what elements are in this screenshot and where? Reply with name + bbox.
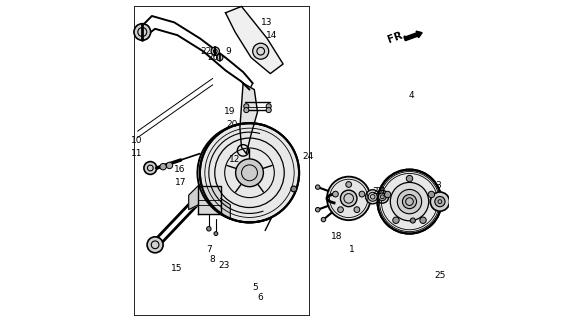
Circle shape [338, 207, 343, 212]
Polygon shape [225, 6, 283, 74]
Text: 2: 2 [372, 188, 378, 196]
Circle shape [346, 181, 351, 187]
Text: 7: 7 [206, 245, 212, 254]
FancyArrow shape [404, 31, 422, 41]
Circle shape [316, 185, 320, 189]
Polygon shape [240, 83, 258, 154]
Polygon shape [189, 186, 198, 210]
Text: 23: 23 [218, 261, 230, 270]
Circle shape [166, 162, 173, 169]
Text: 15: 15 [171, 264, 182, 273]
Circle shape [244, 108, 249, 113]
Text: 13: 13 [261, 18, 273, 27]
Text: 20: 20 [226, 120, 237, 129]
Circle shape [147, 237, 163, 253]
Circle shape [411, 218, 415, 223]
Circle shape [406, 175, 413, 182]
Circle shape [376, 190, 389, 203]
Circle shape [236, 159, 263, 187]
Circle shape [430, 192, 449, 211]
Circle shape [340, 190, 357, 207]
Circle shape [379, 193, 386, 201]
Circle shape [134, 24, 151, 40]
Circle shape [244, 104, 249, 109]
Text: 14: 14 [266, 31, 277, 40]
Text: FR.: FR. [387, 29, 408, 45]
Text: 8: 8 [210, 255, 215, 264]
Circle shape [144, 162, 157, 174]
Circle shape [390, 182, 428, 221]
Circle shape [354, 207, 360, 212]
Text: 1: 1 [349, 245, 355, 254]
Circle shape [332, 191, 338, 197]
Circle shape [207, 227, 211, 231]
Text: 24: 24 [302, 152, 314, 161]
Polygon shape [198, 186, 221, 214]
Circle shape [428, 191, 435, 198]
Text: 10: 10 [131, 136, 142, 145]
Text: 19: 19 [223, 108, 235, 116]
Text: 4: 4 [409, 92, 415, 100]
Text: 11: 11 [131, 149, 142, 158]
Circle shape [266, 104, 271, 109]
Text: 12: 12 [229, 156, 240, 164]
Text: 18: 18 [331, 232, 343, 241]
Text: 25: 25 [434, 271, 446, 280]
Text: 17: 17 [175, 178, 186, 187]
Circle shape [160, 164, 166, 170]
Text: 6: 6 [258, 293, 263, 302]
Circle shape [359, 191, 365, 197]
Circle shape [321, 217, 326, 222]
Polygon shape [221, 198, 230, 219]
Circle shape [397, 189, 422, 214]
Circle shape [316, 207, 320, 212]
Text: 9: 9 [226, 47, 232, 56]
Circle shape [420, 217, 426, 223]
Circle shape [384, 191, 391, 198]
Circle shape [211, 47, 219, 55]
Circle shape [266, 108, 271, 113]
Circle shape [366, 190, 380, 204]
Text: 21: 21 [376, 188, 387, 196]
Text: 22: 22 [200, 47, 211, 56]
Circle shape [291, 186, 296, 192]
Text: 26: 26 [208, 53, 219, 62]
Circle shape [368, 192, 377, 201]
Circle shape [217, 54, 223, 61]
Circle shape [252, 43, 269, 59]
Circle shape [327, 177, 371, 220]
Circle shape [214, 232, 218, 236]
Text: 5: 5 [252, 284, 258, 292]
Circle shape [200, 123, 299, 222]
Circle shape [435, 196, 445, 207]
Circle shape [393, 217, 399, 223]
Circle shape [402, 195, 416, 209]
Circle shape [378, 170, 442, 234]
Text: 16: 16 [174, 165, 186, 174]
Text: 3: 3 [435, 181, 441, 190]
